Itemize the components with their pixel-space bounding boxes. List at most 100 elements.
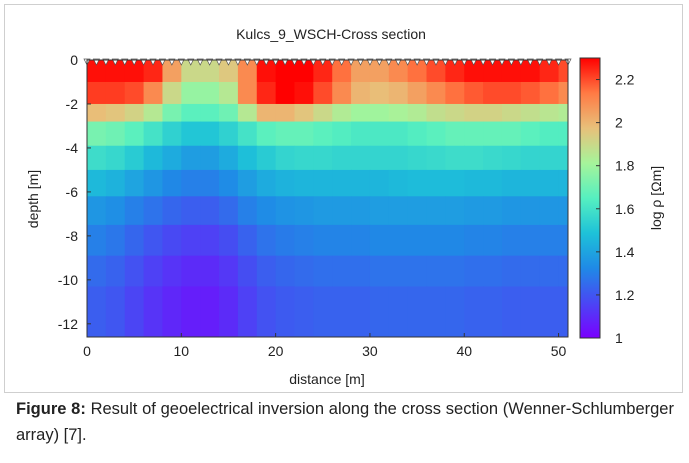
- heatmap-cell: [426, 196, 446, 226]
- heatmap-cell: [558, 196, 569, 226]
- heatmap-cell: [483, 224, 503, 257]
- heatmap-cell: [520, 196, 541, 226]
- heatmap-cell: [407, 255, 428, 287]
- heatmap-cell: [294, 196, 314, 226]
- heatmap-cell: [388, 196, 409, 226]
- heatmap-cell: [520, 60, 541, 83]
- heatmap-cell: [332, 196, 352, 226]
- heatmap-cell: [237, 286, 258, 338]
- heatmap-cell: [539, 103, 560, 123]
- heatmap-cell: [369, 169, 390, 197]
- x-tick-label: 20: [268, 343, 284, 359]
- heatmap-cell: [445, 145, 465, 171]
- y-tick-label: -6: [66, 184, 79, 200]
- heatmap-cell: [351, 121, 371, 147]
- heatmap-cell: [558, 255, 569, 287]
- heatmap-cell: [445, 121, 465, 147]
- heatmap-cell: [294, 60, 314, 83]
- heatmap-cell: [501, 169, 522, 197]
- heatmap-cell: [87, 121, 107, 147]
- heatmap-cell: [388, 224, 409, 257]
- heatmap-cell: [501, 145, 522, 171]
- heatmap-cell: [313, 81, 333, 105]
- heatmap-cell: [256, 81, 277, 105]
- heatmap-cell: [275, 145, 295, 171]
- heatmap-cell: [162, 169, 182, 197]
- heatmap-cell: [87, 60, 107, 83]
- x-tick-label: 10: [174, 343, 190, 359]
- heatmap-cell: [275, 60, 295, 83]
- heatmap-cell: [200, 103, 220, 123]
- y-tick-label: -4: [66, 140, 79, 156]
- heatmap-cell: [483, 169, 503, 197]
- heatmap-cell: [351, 81, 371, 105]
- heatmap-cell: [105, 196, 126, 226]
- heatmap-cell: [275, 224, 295, 257]
- heatmap-cell: [162, 196, 182, 226]
- heatmap-cell: [501, 60, 522, 83]
- heatmap-cell: [539, 145, 560, 171]
- heatmap-cell: [105, 60, 126, 83]
- heatmap-cell: [483, 60, 503, 83]
- heatmap-cell: [464, 60, 484, 83]
- heatmap-cell: [162, 224, 182, 257]
- heatmap-cell: [219, 60, 239, 83]
- heatmap-cell: [87, 286, 107, 338]
- heatmap-cell: [445, 60, 465, 83]
- heatmap-cell: [407, 224, 428, 257]
- heatmap-cell: [539, 224, 560, 257]
- heatmap-cell: [332, 81, 352, 105]
- heatmap-cell: [200, 81, 220, 105]
- heatmap-cell: [558, 60, 569, 83]
- x-tick-label: 0: [83, 343, 91, 359]
- heatmap-cell: [124, 81, 145, 105]
- heatmap-cell: [426, 255, 446, 287]
- heatmap-cell: [520, 224, 541, 257]
- heatmap-cell: [520, 286, 541, 338]
- heatmap-cell: [275, 255, 295, 287]
- heatmap-cell: [275, 169, 295, 197]
- heatmap-cell: [464, 81, 484, 105]
- heatmap-cell: [143, 224, 163, 257]
- heatmap-cell: [445, 224, 465, 257]
- heatmap-cell: [162, 286, 182, 338]
- heatmap-cell: [87, 81, 107, 105]
- heatmap-cell: [219, 196, 239, 226]
- heatmap-cell: [237, 103, 258, 123]
- heatmap-cell: [464, 286, 484, 338]
- heatmap-cell: [407, 81, 428, 105]
- heatmap-cell: [388, 121, 409, 147]
- heatmap-cell: [181, 286, 201, 338]
- heatmap-cell: [332, 255, 352, 287]
- heatmap-cell: [426, 145, 446, 171]
- heatmap-cell: [200, 255, 220, 287]
- heatmap-cell: [388, 103, 409, 123]
- heatmap-cell: [105, 255, 126, 287]
- heatmap-cell: [369, 286, 390, 338]
- heatmap-cell: [407, 169, 428, 197]
- heatmap-cell: [501, 255, 522, 287]
- heatmap-cell: [294, 286, 314, 338]
- heatmap-cell: [483, 121, 503, 147]
- heatmap-cell: [124, 60, 145, 83]
- heatmap-cell: [219, 255, 239, 287]
- heatmap-cell: [200, 169, 220, 197]
- heatmap-cell: [87, 224, 107, 257]
- heatmap-cell: [313, 60, 333, 83]
- heatmap-cell: [539, 81, 560, 105]
- heatmap-cell: [369, 103, 390, 123]
- heatmap-cell: [520, 145, 541, 171]
- heatmap-cell: [275, 103, 295, 123]
- heatmap-cell: [200, 286, 220, 338]
- heatmap-cell: [539, 169, 560, 197]
- y-tick-label: -2: [66, 96, 79, 112]
- heatmap-cell: [105, 169, 126, 197]
- colorbar-tick-label: 2: [615, 115, 623, 131]
- heatmap-cell: [294, 145, 314, 171]
- heatmap-cell: [332, 224, 352, 257]
- heatmap-cell: [124, 224, 145, 257]
- heatmap-cell: [520, 81, 541, 105]
- heatmap-cell: [219, 224, 239, 257]
- heatmap-cell: [162, 145, 182, 171]
- heatmap-cell: [256, 145, 277, 171]
